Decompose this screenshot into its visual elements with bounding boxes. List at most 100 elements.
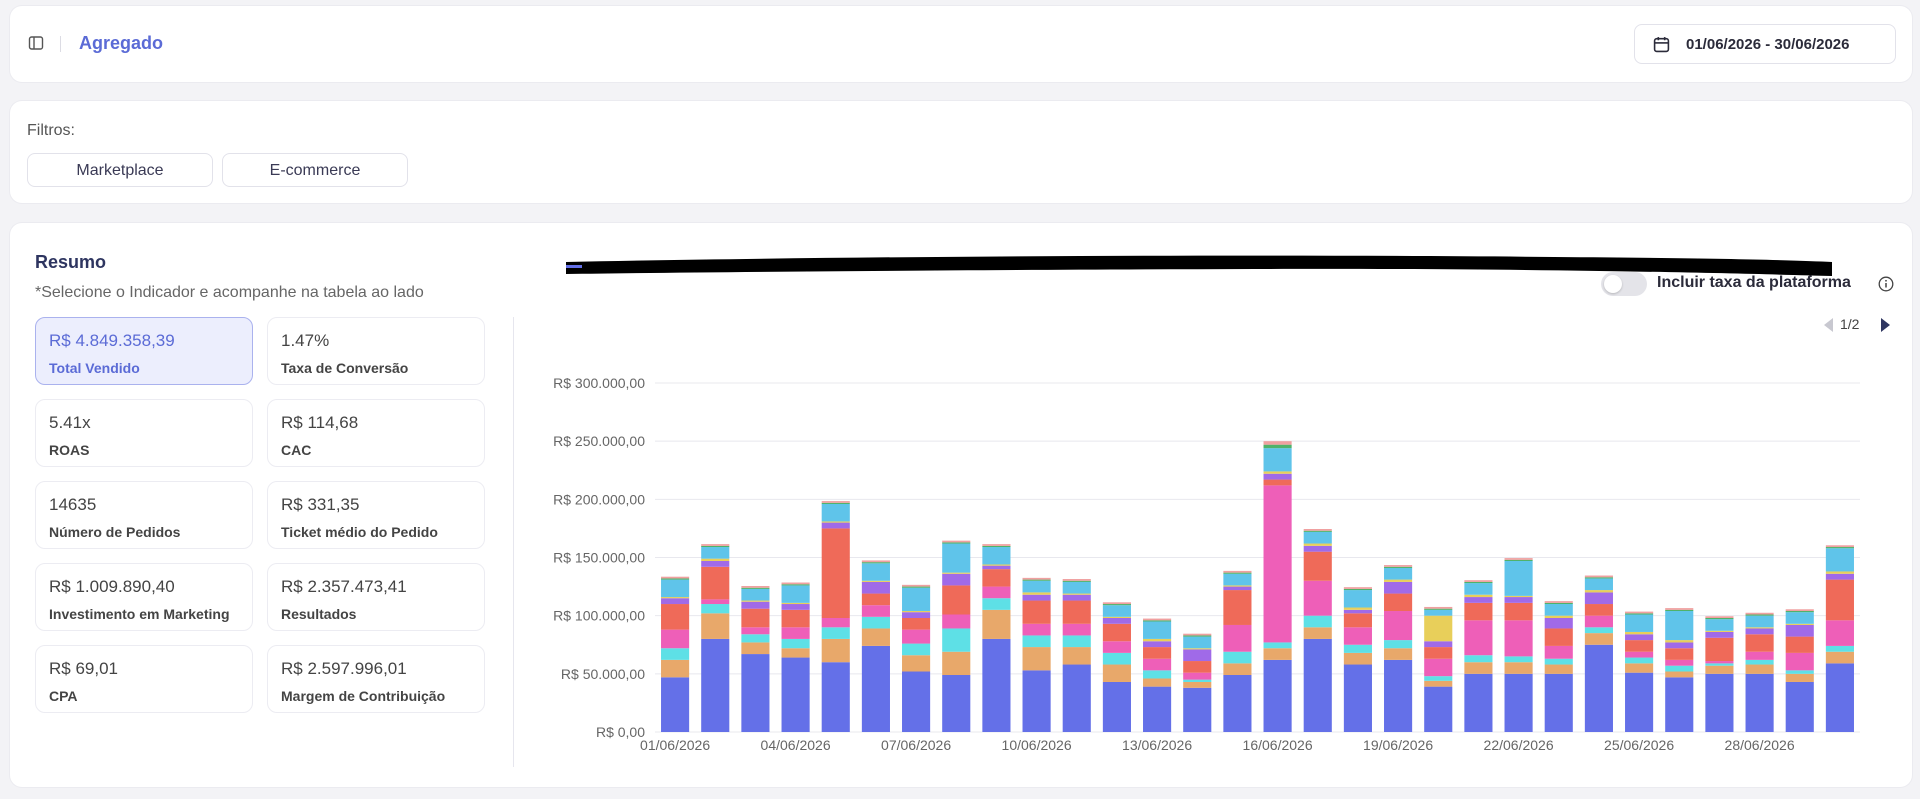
bar-segment[interactable] xyxy=(741,654,770,732)
bar-segment[interactable] xyxy=(1625,614,1654,632)
info-icon[interactable] xyxy=(1878,276,1894,292)
bar-segment[interactable] xyxy=(1584,592,1613,605)
bar-segment[interactable] xyxy=(982,609,1011,639)
bar-segment[interactable] xyxy=(741,601,770,609)
bar-segment[interactable] xyxy=(982,565,1011,570)
bar-segment[interactable] xyxy=(942,675,971,732)
bar-segment[interactable] xyxy=(781,609,810,628)
bar-segment[interactable] xyxy=(982,544,1011,546)
bar-segment[interactable] xyxy=(1183,687,1212,732)
bar-segment[interactable] xyxy=(1303,580,1332,616)
bar-segment[interactable] xyxy=(1745,673,1774,732)
bar-segment[interactable] xyxy=(1022,579,1051,581)
bar-segment[interactable] xyxy=(661,659,690,678)
bar-segment[interactable] xyxy=(1504,560,1533,596)
bar-segment[interactable] xyxy=(1825,548,1854,572)
bar-segment[interactable] xyxy=(1263,473,1292,480)
bar-segment[interactable] xyxy=(1665,609,1694,612)
bar-segment[interactable] xyxy=(821,503,850,522)
bar-segment[interactable] xyxy=(1062,579,1091,581)
bar-segment[interactable] xyxy=(1343,627,1372,645)
bar-segment[interactable] xyxy=(1223,586,1252,591)
bar-segment[interactable] xyxy=(1424,680,1453,687)
bar-segment[interactable] xyxy=(1062,664,1091,732)
bar-segment[interactable] xyxy=(1022,600,1051,624)
bar-segment[interactable] xyxy=(701,560,730,567)
bar-segment[interactable] xyxy=(1825,545,1854,548)
bar-segment[interactable] xyxy=(1625,613,1654,615)
bar-segment[interactable] xyxy=(1825,645,1854,652)
bar-segment[interactable] xyxy=(1384,659,1413,732)
bar-segment[interactable] xyxy=(1102,605,1131,617)
bar-segment[interactable] xyxy=(1102,616,1131,618)
bar-segment[interactable] xyxy=(1785,636,1814,653)
bar-segment[interactable] xyxy=(661,598,690,605)
bar-segment[interactable] xyxy=(781,585,810,603)
bar-segment[interactable] xyxy=(1745,628,1774,635)
bar-segment[interactable] xyxy=(1665,640,1694,643)
bar-segment[interactable] xyxy=(781,627,810,639)
bar-segment[interactable] xyxy=(741,588,770,601)
bar-segment[interactable] xyxy=(781,582,810,585)
bar-segment[interactable] xyxy=(1544,604,1573,616)
bar-segment[interactable] xyxy=(942,543,971,573)
bar-segment[interactable] xyxy=(1183,672,1212,680)
bar-segment[interactable] xyxy=(1464,620,1493,656)
kpi-card-total-vendido[interactable]: R$ 4.849.358,39 Total Vendido xyxy=(35,317,253,385)
bar-segment[interactable] xyxy=(1102,604,1131,606)
bar-segment[interactable] xyxy=(1183,661,1212,673)
bar-segment[interactable] xyxy=(1705,617,1734,620)
bar-segment[interactable] xyxy=(1022,580,1051,593)
bar-segment[interactable] xyxy=(1584,604,1613,616)
bar-segment[interactable] xyxy=(1745,614,1774,616)
bar-segment[interactable] xyxy=(902,655,931,672)
bar-segment[interactable] xyxy=(1062,635,1091,648)
bar-segment[interactable] xyxy=(1625,631,1654,635)
bar-segment[interactable] xyxy=(982,564,1011,566)
bar-segment[interactable] xyxy=(1303,638,1332,732)
sidebar-toggle-icon[interactable] xyxy=(28,35,44,51)
bar-segment[interactable] xyxy=(1424,686,1453,732)
bar-segment[interactable] xyxy=(1665,611,1694,641)
bar-segment[interactable] xyxy=(821,528,850,618)
bar-segment[interactable] xyxy=(661,677,690,732)
bar-segment[interactable] xyxy=(1062,600,1091,624)
bar-segment[interactable] xyxy=(902,643,931,656)
bar-segment[interactable] xyxy=(1504,662,1533,674)
bar-segment[interactable] xyxy=(1143,678,1172,687)
bar-segment[interactable] xyxy=(661,604,690,630)
bar-segment[interactable] xyxy=(781,602,810,605)
bar-segment[interactable] xyxy=(821,521,850,523)
bar-segment[interactable] xyxy=(701,599,730,605)
bar-segment[interactable] xyxy=(1263,448,1292,472)
bar-segment[interactable] xyxy=(861,580,890,582)
bar-segment[interactable] xyxy=(902,671,931,732)
kpi-card-resultados[interactable]: R$ 2.357.473,41 Resultados xyxy=(267,563,485,631)
bar-segment[interactable] xyxy=(1785,623,1814,625)
bar-segment[interactable] xyxy=(781,648,810,658)
bar-segment[interactable] xyxy=(1825,620,1854,646)
bar-segment[interactable] xyxy=(1504,620,1533,657)
bar-segment[interactable] xyxy=(1062,594,1091,601)
legend-next-button[interactable] xyxy=(1881,318,1890,332)
bar-segment[interactable] xyxy=(1705,616,1734,618)
bar-segment[interactable] xyxy=(1223,651,1252,664)
bar-segment[interactable] xyxy=(942,542,971,544)
bar-segment[interactable] xyxy=(1825,651,1854,664)
bar-segment[interactable] xyxy=(1584,590,1613,593)
bar-segment[interactable] xyxy=(1584,615,1613,628)
bar-segment[interactable] xyxy=(1504,559,1533,561)
bar-segment[interactable] xyxy=(1504,595,1533,598)
bar-segment[interactable] xyxy=(1464,581,1493,584)
bar-segment[interactable] xyxy=(1022,635,1051,648)
bar-segment[interactable] xyxy=(1022,577,1051,580)
bar-segment[interactable] xyxy=(1022,670,1051,732)
bar-segment[interactable] xyxy=(902,612,931,618)
bar-segment[interactable] xyxy=(1705,637,1734,662)
bar-segment[interactable] xyxy=(1625,663,1654,673)
bar-segment[interactable] xyxy=(1745,651,1774,660)
bar-segment[interactable] xyxy=(821,502,850,504)
bar-segment[interactable] xyxy=(1544,602,1573,605)
bar-segment[interactable] xyxy=(1785,673,1814,682)
bar-segment[interactable] xyxy=(1745,634,1774,652)
